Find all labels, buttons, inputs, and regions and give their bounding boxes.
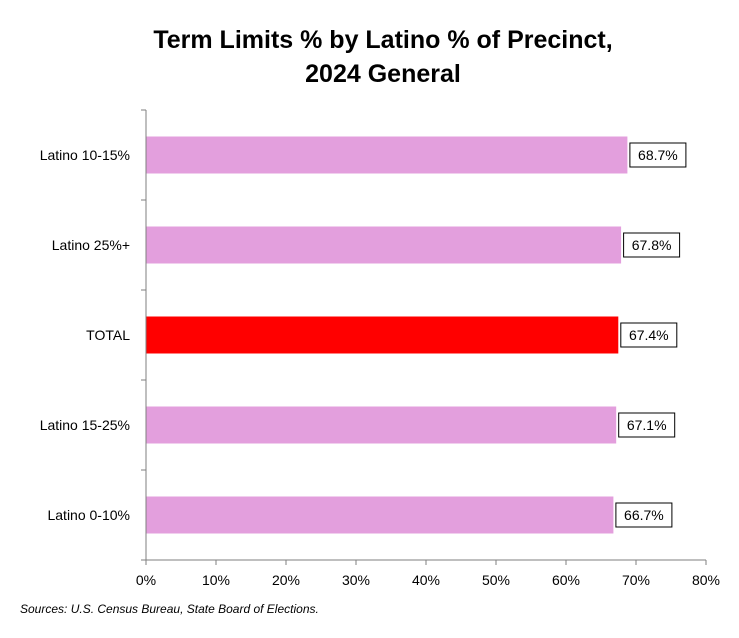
data-label-box bbox=[620, 322, 678, 348]
chart-title-line-2: 2024 General bbox=[305, 60, 461, 88]
bar bbox=[146, 136, 628, 174]
category-label: Latino 25%+ bbox=[52, 237, 130, 253]
category-label: Latino 0-10% bbox=[47, 507, 130, 523]
data-label-box bbox=[615, 502, 673, 528]
bar bbox=[146, 316, 619, 354]
category-label: Latino 10-15% bbox=[40, 147, 130, 163]
bar bbox=[146, 226, 622, 264]
data-label: 67.1% bbox=[627, 417, 667, 433]
x-tick-label: 40% bbox=[412, 572, 440, 588]
x-tick-label: 10% bbox=[202, 572, 230, 588]
x-tick-label: 20% bbox=[272, 572, 300, 588]
source-note: Sources: U.S. Census Bureau, State Board… bbox=[20, 602, 319, 616]
x-tick-label: 80% bbox=[692, 572, 720, 588]
chart-title-line-1: Term Limits % by Latino % of Precinct, bbox=[153, 26, 612, 54]
x-tick-label: 70% bbox=[622, 572, 650, 588]
x-tick-label: 30% bbox=[342, 572, 370, 588]
data-label: 67.8% bbox=[632, 237, 672, 253]
data-label-box bbox=[629, 142, 687, 168]
x-tick-label: 60% bbox=[552, 572, 580, 588]
data-label-box bbox=[623, 232, 681, 258]
x-tick-label: 0% bbox=[136, 572, 156, 588]
data-label: 68.7% bbox=[638, 147, 678, 163]
x-tick-label: 50% bbox=[482, 572, 510, 588]
plot-area: 0% 10% 20% 30% 40% 50% 60% 70% 80% Latino 10-15% 6… bbox=[40, 109, 720, 588]
category-label: Latino 15-25% bbox=[40, 417, 130, 433]
bar bbox=[146, 496, 614, 534]
bar bbox=[146, 406, 617, 444]
data-label: 66.7% bbox=[624, 507, 664, 523]
data-label: 67.4% bbox=[629, 327, 669, 343]
category-label: TOTAL bbox=[86, 327, 130, 343]
data-label-box bbox=[618, 412, 676, 438]
